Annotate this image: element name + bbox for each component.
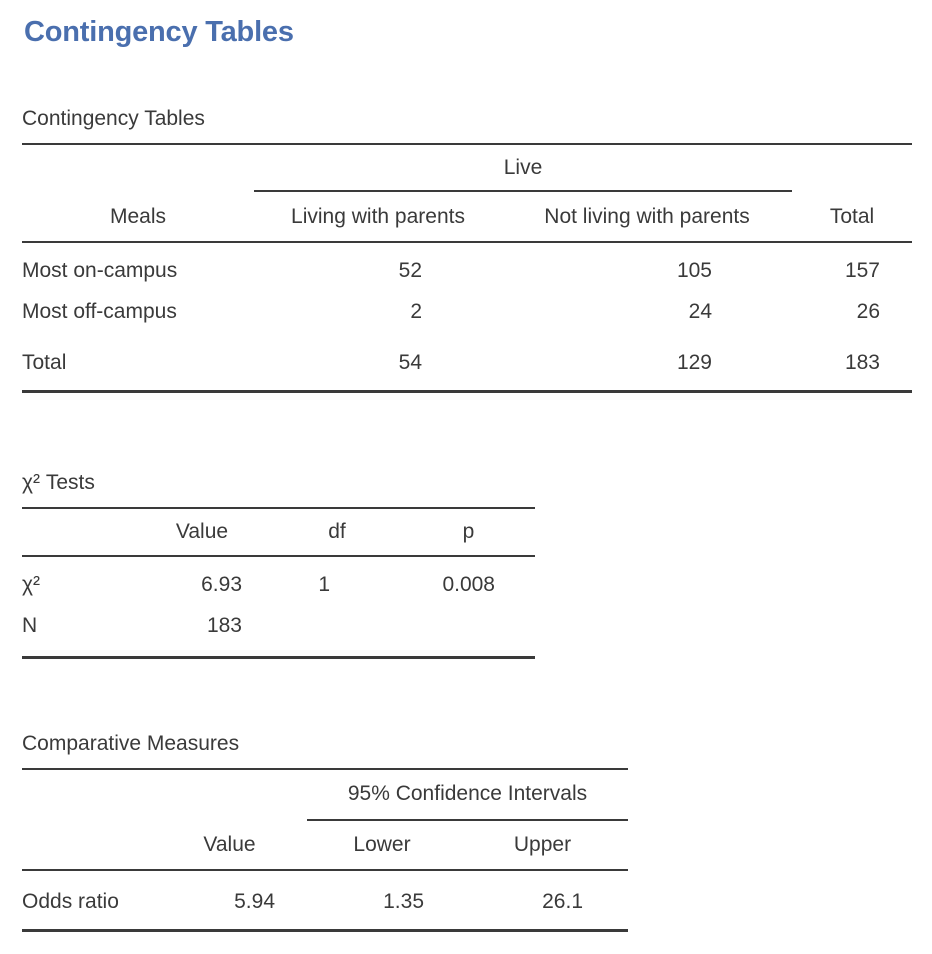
live-group-header: Live <box>254 144 792 192</box>
table-row: Most off-campus 2 24 26 <box>22 291 912 332</box>
chi-squared-section: χ² Tests Value df p χ² 6.93 1 0.008 N 18… <box>22 470 932 659</box>
cell-value: 129 <box>676 351 712 374</box>
empty-cell <box>22 769 152 820</box>
meals-column-header: Meals <box>22 191 254 243</box>
upper-column-header: Upper <box>457 820 628 871</box>
empty-cell <box>22 144 254 191</box>
living-with-parents-column-header: Living with parents <box>254 191 502 243</box>
row-label: χ² <box>22 573 41 596</box>
chi-squared-section-label: χ² Tests <box>22 471 95 494</box>
cell-value: 6.93 <box>201 573 242 596</box>
table-row: Most on-campus 52 105 157 <box>22 242 912 291</box>
empty-cell <box>22 508 132 557</box>
value-column-header: Value <box>152 820 307 871</box>
row-label: Total <box>22 351 67 374</box>
comparative-measures-section: Comparative Measures 95% Confidence Inte… <box>22 731 932 932</box>
comparative-measures-table: 95% Confidence Intervals Value Lower Upp… <box>22 768 628 932</box>
row-label: Most off-campus <box>22 300 177 323</box>
lower-column-header: Lower <box>307 820 457 871</box>
cell-value: 5.94 <box>234 890 275 913</box>
cell-value: 105 <box>676 259 712 282</box>
row-label: Odds ratio <box>22 890 119 913</box>
column-header-row: Meals Living with parents Not living wit… <box>22 191 912 243</box>
empty-cell <box>152 769 307 820</box>
confidence-intervals-group-header: 95% Confidence Intervals <box>307 769 628 821</box>
cell-value <box>272 605 402 658</box>
cell-value: 1.35 <box>383 890 424 913</box>
cell-value: 1 <box>318 573 330 596</box>
column-header-row: Value df p <box>22 508 535 557</box>
contingency-section-label: Contingency Tables <box>22 107 205 130</box>
total-column-header: Total <box>792 191 912 243</box>
cell-value: 157 <box>844 259 880 282</box>
row-label: Most on-campus <box>22 259 178 282</box>
cell-value: 26.1 <box>542 890 583 913</box>
total-row: Total 54 129 183 <box>22 332 912 392</box>
row-label: N <box>22 614 38 637</box>
comparative-measures-section-label: Comparative Measures <box>22 732 240 755</box>
table-row: χ² 6.93 1 0.008 <box>22 556 535 605</box>
group-header-row: Live <box>22 144 912 192</box>
cell-value: 0.008 <box>442 573 495 596</box>
df-column-header: df <box>272 508 402 557</box>
table-row: Odds ratio 5.94 1.35 26.1 <box>22 870 628 931</box>
chi-squared-table: Value df p χ² 6.93 1 0.008 N 183 <box>22 507 535 659</box>
table-row: N 183 <box>22 605 535 658</box>
cell-value: 183 <box>206 614 242 637</box>
contingency-section: Contingency Tables Live Meals Living wit… <box>22 106 932 393</box>
cell-value: 183 <box>844 351 880 374</box>
column-header-row: Value Lower Upper <box>22 820 628 871</box>
group-header-row: 95% Confidence Intervals <box>22 769 628 821</box>
cell-value: 24 <box>688 300 712 323</box>
page-title: Contingency Tables <box>24 16 294 48</box>
contingency-table: Live Meals Living with parents Not livin… <box>22 143 912 393</box>
value-column-header: Value <box>132 508 272 557</box>
empty-cell <box>22 820 152 871</box>
not-living-with-parents-column-header: Not living with parents <box>502 191 792 243</box>
cell-value: 2 <box>410 300 422 323</box>
cell-value: 54 <box>398 351 422 374</box>
cell-value: 26 <box>856 300 880 323</box>
p-column-header: p <box>402 508 535 557</box>
empty-cell <box>792 144 912 191</box>
cell-value: 52 <box>398 259 422 282</box>
cell-value <box>402 605 535 658</box>
